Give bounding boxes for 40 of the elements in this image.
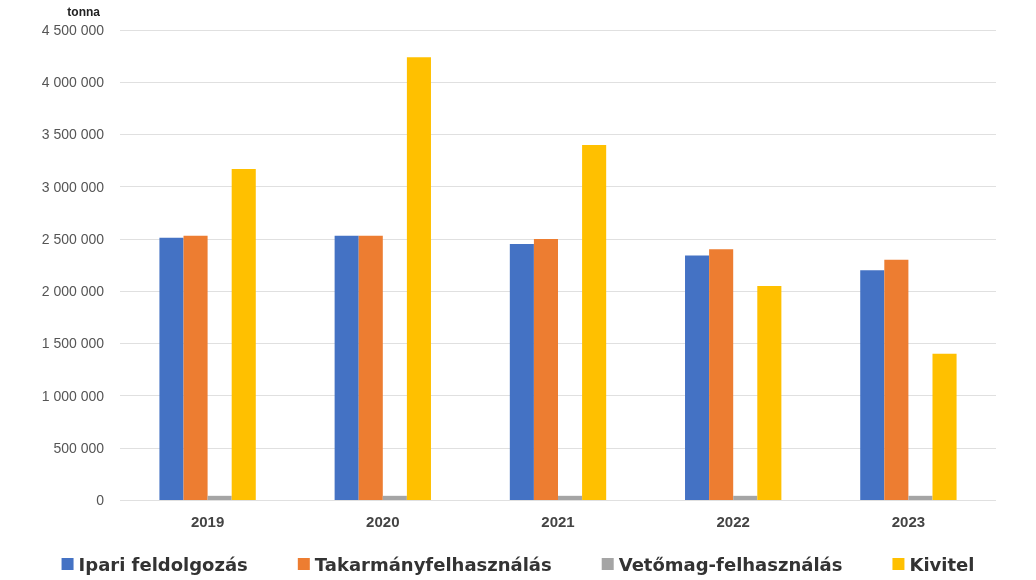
bar	[860, 270, 885, 500]
bar	[757, 285, 782, 500]
y-axis-title: tonna	[67, 5, 101, 19]
y-tick-label: 4 000 000	[41, 74, 105, 91]
y-tick-label: 2 000 000	[41, 283, 105, 300]
legend-label: Takarmányfelhasználás	[314, 553, 552, 575]
bar	[159, 237, 184, 500]
y-tick-label: 3 500 000	[41, 126, 105, 143]
bar	[709, 249, 734, 500]
bar	[908, 495, 933, 500]
bar	[231, 168, 256, 500]
y-tick-label: 500 000	[53, 439, 105, 456]
bar	[582, 144, 607, 500]
x-tick-label: 2022	[716, 513, 750, 530]
bar	[509, 244, 534, 500]
bar	[533, 238, 558, 500]
y-tick-label: 2 500 000	[41, 230, 105, 247]
x-tick-label: 2019	[190, 513, 225, 530]
bar	[183, 235, 208, 500]
legend-label: Ipari feldolgozás	[78, 553, 248, 575]
y-tick-label: 1 000 000	[41, 387, 105, 404]
bar	[334, 235, 359, 500]
legend-label: Vetőmag-felhasználás	[618, 553, 843, 575]
y-tick-label: 1 500 000	[41, 335, 105, 352]
x-tick-label: 2023	[891, 513, 926, 530]
bar	[884, 259, 909, 500]
bar	[382, 495, 407, 500]
bar	[406, 57, 431, 500]
y-tick-label: 3 000 000	[41, 178, 105, 195]
x-tick-label: 2020	[366, 513, 400, 530]
bar	[558, 495, 583, 500]
bar	[685, 255, 710, 500]
x-tick-label: 2021	[541, 513, 575, 530]
bar	[207, 495, 232, 500]
bar	[358, 235, 383, 500]
bar	[932, 353, 957, 500]
legend-label: Kivitel	[909, 553, 975, 575]
y-tick-label: 4 500 000	[41, 22, 105, 38]
y-tick-label: 0	[96, 492, 105, 508]
bar	[733, 495, 758, 500]
